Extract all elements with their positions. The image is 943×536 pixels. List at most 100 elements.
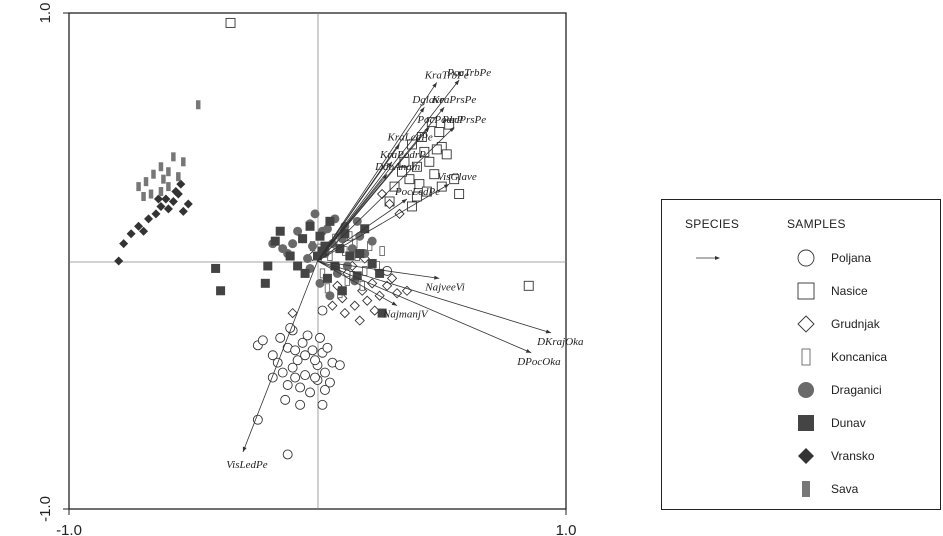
point-poljana — [275, 332, 286, 343]
vector-label: PocPodrP — [416, 114, 463, 126]
point-dunav — [377, 308, 387, 318]
point-grudnjak — [287, 307, 298, 319]
legend-item-vransko: Vransko — [793, 445, 875, 467]
point-dunav — [293, 261, 303, 271]
vector-line — [317, 260, 552, 334]
point-nasice — [411, 161, 422, 172]
point-vransko — [163, 204, 173, 214]
point-poljana — [295, 399, 306, 410]
species-arrow-icon — [696, 256, 720, 260]
legend-label: Grudnjak — [831, 317, 880, 331]
x-tick-label: 1.0 — [556, 522, 577, 536]
point-dunav — [260, 278, 270, 288]
vector-line — [317, 126, 455, 262]
point-poljana — [280, 394, 291, 405]
point-poljana — [307, 345, 318, 356]
legend-marker-dunav — [798, 415, 814, 431]
vector-line — [317, 260, 532, 354]
vector-line — [317, 260, 440, 279]
point-grudnjak — [327, 300, 338, 311]
point-nasice — [414, 179, 425, 190]
point-dunav — [275, 226, 285, 236]
legend-label: Dunav — [831, 416, 866, 430]
vector-arrowhead — [525, 348, 532, 353]
vector-label: PocPrsPe — [441, 114, 486, 126]
legend-item-sava: Sava — [793, 478, 858, 500]
vector-arrowhead — [394, 144, 400, 150]
legend-label: Poljana — [831, 251, 872, 265]
legend-item-draganici: Draganici — [793, 379, 882, 401]
point-nasice — [225, 17, 236, 28]
point-poljana — [317, 305, 328, 316]
point-dunav — [263, 261, 273, 271]
point-poljana — [300, 370, 311, 381]
point-dunav — [317, 246, 327, 256]
vector-arrowhead — [401, 199, 407, 204]
legend-marker-nasice — [797, 282, 815, 300]
point-poljana — [292, 355, 303, 366]
point-vransko — [171, 187, 181, 197]
point-vransko — [176, 179, 186, 189]
point-poljana — [324, 377, 335, 388]
point-grudnjak — [394, 208, 405, 220]
point-nasice — [444, 119, 455, 130]
point-sava — [158, 187, 164, 197]
legend-item-dunav: Dunav — [793, 412, 866, 434]
legend-marker-koncanica — [801, 348, 811, 366]
point-vransko — [156, 201, 166, 211]
vector-label: VisLedPe — [226, 459, 267, 471]
point-dunav — [305, 221, 315, 231]
point-dunav — [285, 251, 295, 261]
point-draganici — [352, 216, 362, 226]
vector-arrowhead — [449, 127, 455, 133]
point-poljana — [257, 335, 268, 346]
point-poljana — [295, 382, 306, 393]
point-draganici — [293, 226, 303, 236]
point-vransko — [134, 221, 144, 231]
y-tick-label: -1.0 — [37, 496, 54, 522]
point-koncanica — [344, 275, 350, 286]
point-dunav — [375, 268, 385, 278]
point-poljana — [320, 385, 330, 395]
point-nasice — [429, 169, 440, 180]
legend-item-poljana: Poljana — [793, 247, 871, 269]
point-grudnjak — [376, 188, 388, 200]
point-grudnjak — [362, 295, 373, 306]
legend-marker-draganici — [798, 382, 814, 398]
point-nasice — [421, 186, 432, 197]
point-dunav — [211, 263, 221, 273]
point-draganici — [342, 261, 352, 271]
vector-label: KraTrbPe — [424, 69, 469, 81]
vector-line — [317, 126, 430, 262]
vector-label: DPocOka — [516, 356, 561, 368]
vector-arrowhead — [545, 329, 552, 334]
vector-arrowhead — [391, 301, 398, 306]
point-vransko — [126, 229, 136, 239]
point-dunav — [322, 273, 332, 283]
point-koncanica — [379, 246, 385, 256]
vector-arrowhead — [382, 174, 388, 180]
legend-marker — [793, 412, 819, 434]
vector-line — [317, 198, 408, 262]
x-tick-label: -1.0 — [56, 522, 82, 536]
point-dunav — [325, 216, 335, 226]
vector-line — [317, 173, 388, 262]
point-dunav — [300, 268, 310, 278]
point-sava — [181, 157, 186, 167]
point-draganici — [367, 236, 377, 246]
point-draganici — [310, 209, 320, 219]
point-grudnjak — [349, 300, 360, 311]
series-vransko — [114, 179, 193, 266]
vector-arrowhead — [454, 79, 460, 86]
y-tick-label: 1.0 — [37, 3, 54, 24]
legend-label: Nasice — [831, 284, 868, 298]
point-nasice — [411, 191, 422, 202]
point-dunav — [355, 249, 365, 259]
point-dunav — [320, 241, 330, 251]
legend-species-header: SPECIES — [685, 217, 740, 231]
point-draganici — [315, 278, 325, 288]
point-nasice — [431, 144, 442, 155]
point-poljana — [320, 367, 330, 378]
point-poljana — [290, 345, 301, 356]
point-sava — [141, 192, 146, 202]
